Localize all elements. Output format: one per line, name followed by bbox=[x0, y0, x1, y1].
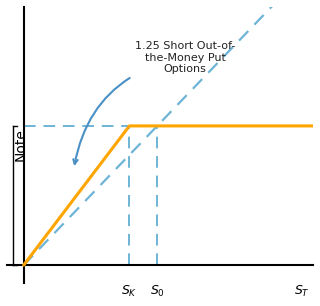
Y-axis label: Note: Note bbox=[14, 129, 28, 161]
Text: $S_K$: $S_K$ bbox=[121, 284, 138, 299]
Text: 1.25 Short Out-of-
the-Money Put
Options: 1.25 Short Out-of- the-Money Put Options bbox=[73, 41, 235, 164]
Text: $S_T$: $S_T$ bbox=[294, 284, 310, 299]
Text: $S_0$: $S_0$ bbox=[150, 284, 165, 299]
